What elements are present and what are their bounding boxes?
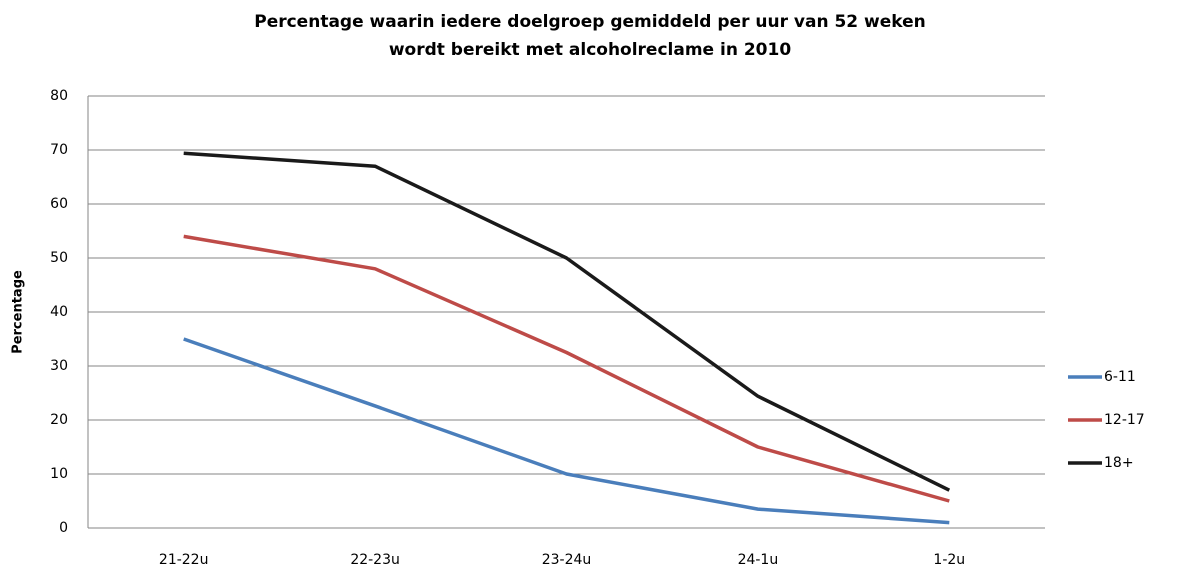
legend-label: 6-11 — [1104, 369, 1136, 385]
y-tick-label: 10 — [50, 466, 68, 482]
y-tick-label: 50 — [50, 250, 68, 266]
y-tick-label: 80 — [50, 88, 68, 104]
series-line — [183, 151, 951, 492]
legend-label: 12-17 — [1104, 412, 1145, 428]
y-tick-label: 0 — [59, 520, 68, 536]
y-tick-label: 40 — [50, 304, 68, 320]
chart-title: Percentage waarin iedere doelgroep gemid… — [254, 12, 926, 60]
series-line — [183, 234, 950, 503]
y-tick-label: 20 — [50, 412, 68, 428]
x-tick-label: 23-24u — [542, 552, 592, 568]
y-tick-label: 70 — [50, 142, 68, 158]
x-tick-label: 24-1u — [738, 552, 779, 568]
y-tick-label: 30 — [50, 358, 68, 374]
y-axis-label: Percentage — [11, 270, 26, 354]
x-tick-label: 21-22u — [159, 552, 209, 568]
y-tick-label: 60 — [50, 196, 68, 212]
x-tick-label: 22-23u — [350, 552, 400, 568]
x-tick-label: 1-2u — [933, 552, 965, 568]
legend-label: 18+ — [1104, 455, 1134, 471]
series-line — [183, 337, 950, 525]
